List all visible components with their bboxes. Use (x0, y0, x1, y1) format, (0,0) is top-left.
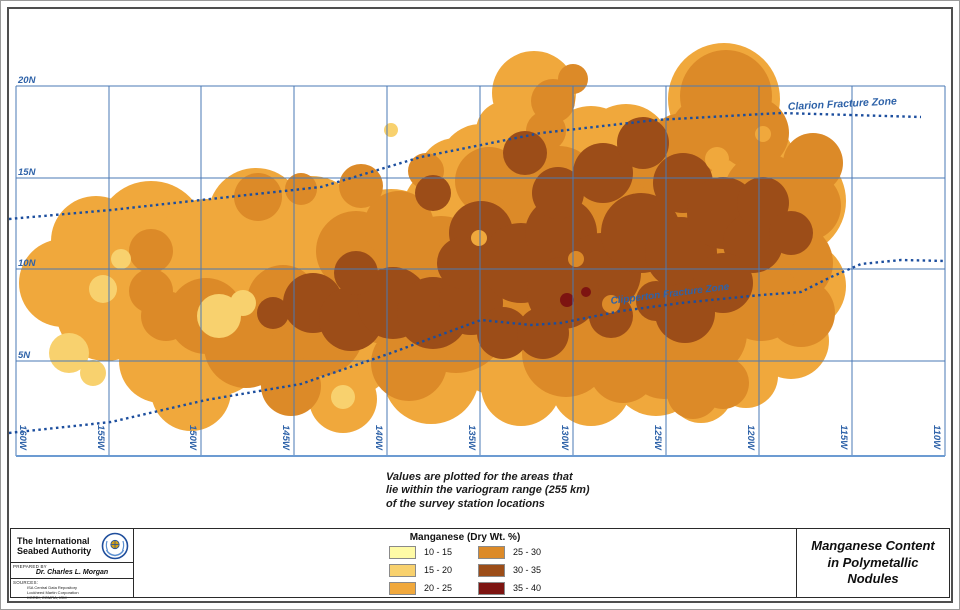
source-line: KORDI, COMRA, IOM (27, 595, 67, 601)
sheet-border (7, 7, 953, 603)
map-title-line: in Polymetallic (827, 554, 919, 570)
clipperton-fracture-zone-line (8, 258, 947, 435)
legend-range-label: 30 - 35 (513, 565, 542, 575)
legend-swatch-35-40 (478, 581, 505, 595)
mn-30-35-layer (257, 117, 813, 359)
mn-15-20-layer (49, 123, 398, 409)
footer-strip: The International Seabed Authority PREPA… (10, 528, 950, 600)
legend-swatch-20-25 (388, 581, 416, 595)
legend-range-label: 35 - 40 (513, 583, 542, 593)
lat-label-5n: 5N (18, 350, 31, 361)
lon-label-150w: 150W (187, 425, 198, 451)
prepared-by-row: PREPARED BY Dr. Charles L. Morgan (11, 563, 133, 579)
clarion-fracture-zone-label: Clarion Fracture Zone (788, 95, 898, 113)
legend-item: 30 - 35 (478, 563, 542, 577)
mn-25-30-inliers (494, 176, 620, 313)
source-line: Lockheed Martin Corporation (27, 590, 79, 596)
clarion-fracture-zone-line (8, 111, 922, 221)
legend-column-1: 10 - 15 15 - 20 20 - 25 (388, 545, 452, 595)
variogram-note: Values are plotted for the areas that li… (386, 471, 686, 511)
legend-range-label: 20 - 25 (423, 583, 452, 593)
legend-range-label: 10 - 15 (423, 547, 452, 557)
legend-item: 25 - 30 (478, 545, 542, 559)
issuer-name-line2: Seabed Authority (17, 546, 92, 556)
legend-swatch-25-30 (478, 545, 505, 559)
legend-range-label: 25 - 30 (513, 547, 542, 557)
graticule-meridians (15, 86, 946, 456)
lon-label-145w: 145W (280, 425, 291, 451)
issuer-name: The International Seabed Authority (17, 536, 91, 557)
mn-35-40-layer (560, 287, 591, 307)
graticule-parallels (16, 85, 945, 362)
legend-item: 35 - 40 (478, 581, 542, 595)
lon-label-160w: 160W (17, 425, 28, 451)
legend-swatch-30-35 (478, 563, 505, 577)
issuer-name-line1: The International (17, 535, 90, 546)
prepared-by-label: PREPARED BY (13, 564, 47, 569)
lon-label-155w: 155W (95, 425, 106, 451)
issuer-header: The International Seabed Authority (11, 529, 133, 563)
map-title-line: Manganese Content (811, 537, 935, 553)
legend-item: 20 - 25 (388, 581, 452, 595)
source-line: ISA Central Data Repository (27, 585, 78, 590)
lon-label-135w: 135W (466, 425, 477, 451)
lat-label-15n: 15N (18, 167, 37, 178)
legend-swatch-10-15 (388, 545, 416, 559)
lon-label-130w: 130W (559, 425, 570, 451)
prepared-by-name: Dr. Charles L. Morgan (35, 569, 109, 576)
isa-logo-icon (101, 532, 129, 560)
legend-item: 10 - 15 (388, 545, 452, 559)
map-title-box: Manganese Content in Polymetallic Nodule… (797, 529, 949, 597)
legend-box: Manganese (Dry Wt. %) 10 - 15 15 - 20 20… (134, 529, 797, 597)
sources-label: SOURCES: (13, 580, 39, 585)
legend-columns: 10 - 15 15 - 20 20 - 25 25 - 30 (388, 545, 542, 595)
legend-item: 15 - 20 (388, 563, 452, 577)
legend-swatch-15-20 (388, 563, 416, 577)
lon-label-120w: 120W (745, 425, 756, 451)
legend-title: Manganese (Dry Wt. %) (409, 531, 521, 543)
map-title-line: Nodules (847, 571, 899, 587)
note-line: lie within the variogram range (255 km) (386, 484, 590, 497)
lon-label-140w: 140W (373, 425, 384, 451)
sources-row: SOURCES: ISA Central Data Repository Loc… (11, 579, 133, 602)
issuer-box: The International Seabed Authority PREPA… (11, 529, 134, 600)
lat-label-20n: 20N (17, 75, 37, 86)
legend-range-label: 15 - 20 (423, 565, 452, 575)
note-line: Values are plotted for the areas that (386, 471, 573, 483)
note-line: of the survey station locations (386, 497, 545, 510)
lon-label-110w: 110W (931, 425, 942, 450)
lon-label-125w: 125W (652, 425, 663, 451)
lat-label-10n: 10N (18, 258, 37, 269)
legend-column-2: 25 - 30 30 - 35 35 - 40 (478, 545, 542, 595)
lon-label-115w: 115W (838, 425, 849, 450)
